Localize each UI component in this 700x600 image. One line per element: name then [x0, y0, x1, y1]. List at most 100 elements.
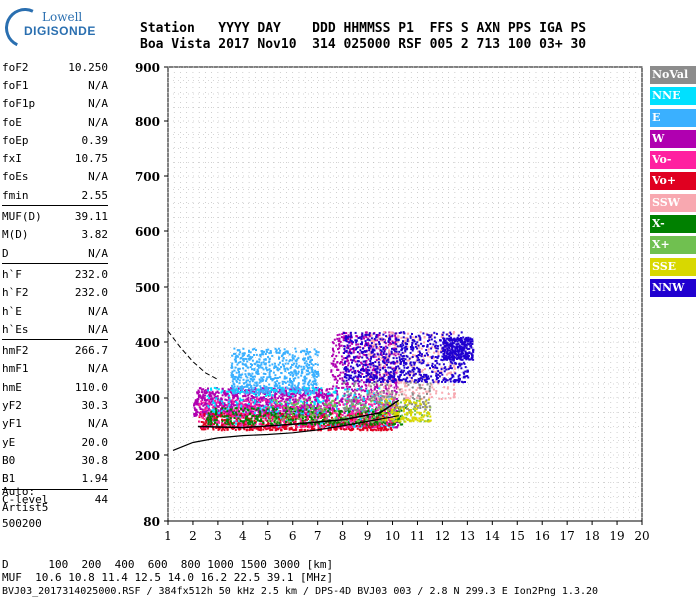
data-point	[309, 390, 312, 393]
data-point	[213, 415, 216, 418]
data-point	[272, 426, 275, 429]
data-point	[351, 411, 353, 414]
data-point	[256, 360, 258, 363]
param-row: foF1 N/A	[2, 76, 108, 94]
data-point	[265, 410, 268, 413]
data-point	[201, 413, 204, 416]
data-point	[231, 380, 234, 383]
data-point	[417, 354, 420, 356]
data-point	[221, 427, 224, 430]
data-point	[264, 358, 267, 361]
data-point	[203, 409, 206, 412]
data-point	[371, 404, 374, 407]
data-point	[395, 410, 398, 412]
data-point	[299, 391, 302, 394]
data-point	[387, 377, 390, 380]
data-point	[232, 378, 235, 381]
data-point	[238, 402, 241, 405]
data-point	[286, 419, 289, 422]
data-point	[217, 409, 220, 412]
data-point	[360, 404, 363, 407]
data-point	[330, 370, 333, 373]
data-point	[423, 379, 426, 382]
data-point	[447, 393, 450, 395]
data-point	[281, 405, 284, 408]
data-point	[311, 384, 314, 387]
data-point	[198, 411, 201, 414]
param-row: yF1 N/A	[2, 415, 108, 433]
data-point	[423, 377, 426, 380]
data-point	[294, 347, 297, 350]
data-point	[363, 381, 365, 384]
data-point	[387, 373, 390, 375]
y-tick-label: 80	[143, 515, 160, 529]
data-point	[257, 410, 260, 413]
x-tick-label: 13	[460, 529, 475, 543]
digisonde-logo: Lowell DIGISONDE	[0, 2, 120, 54]
data-point	[248, 429, 251, 432]
param-label: h`Es	[2, 322, 29, 336]
param-row: foE N/A	[2, 113, 108, 131]
data-point	[352, 390, 355, 393]
data-point	[244, 425, 247, 428]
data-point	[406, 347, 409, 350]
header-line2: Boa Vista 2017 Nov10 314 025000 RSF 005 …	[140, 37, 587, 52]
data-point	[235, 387, 238, 390]
data-point	[340, 400, 343, 403]
data-point	[208, 393, 211, 396]
data-point	[317, 371, 319, 373]
data-point	[291, 374, 294, 377]
data-point	[236, 398, 239, 401]
data-point	[317, 400, 320, 403]
data-point	[409, 372, 412, 375]
data-point	[262, 412, 265, 415]
data-point	[357, 396, 360, 399]
data-point	[269, 417, 272, 420]
data-point	[432, 388, 435, 391]
data-point	[340, 355, 343, 358]
data-point	[330, 393, 333, 396]
data-point	[327, 391, 330, 394]
data-point	[228, 398, 231, 401]
data-point	[355, 425, 358, 427]
data-point	[238, 424, 241, 427]
data-point	[300, 388, 303, 391]
data-point	[406, 332, 409, 335]
data-point	[364, 340, 367, 343]
data-point	[358, 412, 361, 415]
data-point	[306, 414, 309, 417]
param-row: D N/A	[2, 244, 108, 262]
data-point	[294, 395, 297, 398]
data-point	[457, 334, 460, 337]
data-point	[351, 382, 354, 385]
data-point	[242, 358, 245, 361]
data-point	[262, 417, 265, 420]
data-point	[352, 347, 354, 350]
data-point	[411, 369, 414, 371]
data-point	[382, 373, 385, 375]
data-point	[251, 368, 253, 371]
data-point	[428, 336, 431, 339]
data-point	[193, 414, 196, 417]
header-line1: Station YYYY DAY DDD HHMMSS P1 FFS S AXN…	[140, 21, 587, 36]
data-point	[250, 428, 253, 431]
y-tick-label: 300	[135, 392, 160, 406]
data-point	[382, 380, 385, 383]
param-row: h`Es N/A	[2, 320, 108, 338]
data-point	[281, 416, 284, 419]
data-point	[217, 428, 220, 430]
data-point	[395, 372, 398, 374]
data-point	[241, 390, 244, 393]
data-point	[374, 369, 376, 372]
data-point	[378, 404, 381, 407]
data-point	[382, 390, 385, 393]
data-point	[357, 343, 360, 346]
data-point	[434, 370, 437, 373]
data-point	[266, 369, 269, 372]
data-point	[239, 376, 242, 379]
data-point	[345, 332, 348, 335]
data-point	[236, 376, 239, 379]
data-point	[349, 337, 352, 340]
data-point	[412, 390, 414, 393]
data-point	[420, 370, 423, 373]
